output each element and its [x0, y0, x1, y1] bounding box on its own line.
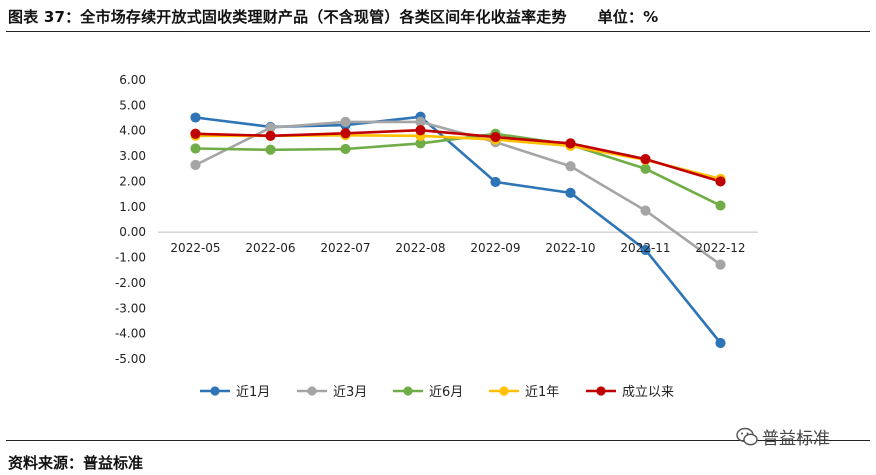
data-point-1-2 — [340, 116, 351, 127]
data-point-4-0 — [190, 128, 201, 139]
data-point-2-7 — [715, 200, 726, 211]
x-tick-label: 2022-12 — [695, 241, 745, 255]
data-point-1-6 — [640, 205, 651, 216]
y-tick-label: -2.00 — [115, 276, 146, 290]
data-point-4-5 — [565, 138, 576, 149]
legend-label: 近6月 — [429, 385, 463, 400]
series-lines — [194, 115, 722, 344]
legend-swatch-marker — [403, 386, 413, 396]
data-point-4-1 — [265, 130, 276, 141]
title-rule — [6, 31, 870, 32]
y-tick-label: -5.00 — [115, 352, 146, 366]
data-point-1-5 — [565, 161, 576, 172]
y-tick-label: -1.00 — [115, 251, 146, 265]
figure-title: 图表 37：全市场存续开放式固收类理财产品（不含现管）各类区间年化收益率走势 单… — [8, 6, 658, 27]
y-tick-label: -3.00 — [115, 301, 146, 315]
series-line-4 — [195, 128, 721, 183]
x-axis-ticks: 2022-05 2022-06 2022-07 2022-08 2022-09 2022-… — [170, 241, 745, 255]
y-tick-label: 3.00 — [119, 149, 146, 163]
legend: 近1月 近3月 近6月 近1年 成立以来 — [200, 385, 674, 400]
data-point-2-0 — [190, 143, 201, 154]
x-tick-label: 2022-09 — [470, 241, 520, 255]
y-axis-ticks: 6.00 5.00 4.00 3.00 2.00 1.00 0.00 -1.00 -2.00 -3… — [115, 73, 146, 366]
x-tick-label: 2022-10 — [545, 241, 595, 255]
legend-label: 近3月 — [333, 385, 367, 400]
y-tick-label: 6.00 — [119, 73, 146, 87]
legend-swatch-marker — [596, 386, 606, 396]
data-point-0-0 — [190, 112, 201, 123]
watermark: 普益标准 — [736, 424, 830, 449]
legend-label: 近1年 — [525, 385, 559, 400]
source-rule — [6, 440, 870, 441]
y-tick-label: -4.00 — [115, 327, 146, 341]
series-line-1 — [194, 120, 722, 266]
legend-swatch-marker — [210, 386, 220, 396]
data-point-0-4 — [490, 176, 501, 188]
data-point-4-4 — [490, 131, 501, 143]
data-point-1-7 — [715, 259, 726, 270]
y-tick-label: 0.00 — [119, 225, 146, 239]
x-tick-label: 2022-11 — [620, 241, 670, 255]
data-point-1-0 — [190, 159, 201, 171]
figure-title-text: 图表 37：全市场存续开放式固收类理财产品（不含现管）各类区间年化收益率走势 — [8, 8, 567, 26]
data-point-4-6 — [640, 154, 651, 165]
x-tick-label: 2022-08 — [395, 241, 445, 255]
data-point-2-1 — [265, 144, 276, 155]
legend-item: 近6月 — [393, 385, 463, 400]
x-tick-label: 2022-07 — [320, 241, 370, 255]
data-point-4-2 — [340, 128, 351, 139]
data-point-0-7 — [715, 337, 726, 349]
data-point-0-6 — [640, 244, 651, 256]
data-point-2-6 — [640, 163, 651, 174]
data-point-4-7 — [715, 176, 726, 187]
y-tick-label: 5.00 — [119, 98, 146, 112]
line-chart: 6.00 5.00 4.00 3.00 2.00 1.00 0.00 -1.00 -2.00 -3… — [115, 73, 758, 400]
legend-label: 成立以来 — [622, 385, 674, 400]
watermark-text: 普益标准 — [762, 429, 830, 449]
y-tick-label: 1.00 — [119, 200, 146, 214]
wechat-icon — [736, 427, 758, 445]
source-note: 资料来源：普益标准 — [8, 454, 144, 472]
unit-label: 单位：% — [597, 8, 659, 26]
legend-item: 成立以来 — [586, 385, 674, 400]
legend-swatch-marker — [499, 386, 509, 396]
data-point-2-2 — [340, 143, 351, 155]
data-point-1-3 — [415, 116, 426, 127]
legend-item: 近1年 — [489, 385, 559, 400]
legend-item: 近3月 — [297, 385, 367, 400]
x-tick-label: 2022-06 — [245, 241, 295, 255]
data-point-0-5 — [565, 187, 576, 198]
x-tick-label: 2022-05 — [170, 241, 220, 255]
legend-label: 近1月 — [236, 385, 270, 400]
data-point-4-3 — [415, 125, 426, 136]
y-tick-label: 2.00 — [119, 174, 146, 188]
series-points — [190, 111, 726, 349]
y-tick-label: 4.00 — [119, 124, 146, 138]
legend-swatch-marker — [307, 386, 317, 396]
legend-item: 近1月 — [200, 385, 270, 400]
